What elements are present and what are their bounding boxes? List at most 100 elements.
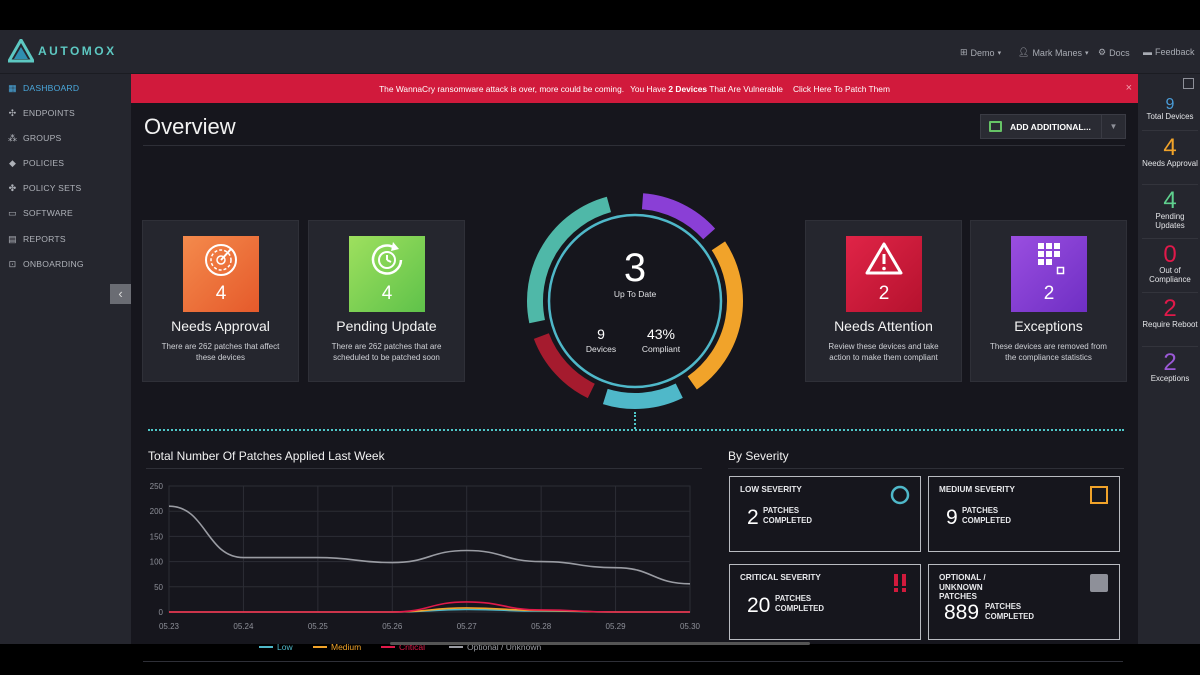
needs-attention-card[interactable]: 2 Needs Attention Review these devices a… <box>805 220 962 382</box>
legend-label[interactable]: Optional / Unknown <box>467 642 541 652</box>
medium-severity-card[interactable]: MEDIUM SEVERITY 9 PATCHES COMPLETED <box>928 476 1120 552</box>
section-divider <box>148 429 1124 431</box>
rail-total-devices[interactable]: 9 Total Devices <box>1142 96 1198 122</box>
patches-label: PATCHES <box>775 594 812 603</box>
exceptions-grid-icon <box>1038 243 1065 275</box>
needs-approval-card[interactable]: 4 Needs Approval There are 262 patches t… <box>142 220 299 382</box>
sidebar-item-onboarding[interactable]: ⊡ ONBOARDING <box>8 257 84 271</box>
app-window: AUTOMOX ⊞ Demo ▾ 👤︎ Mark Manes ▾ ⚙︎ Docs… <box>0 30 1200 662</box>
critical-severity-value: 20 <box>747 594 771 617</box>
sidebar-item-policy-sets[interactable]: ✤ POLICY SETS <box>8 181 82 195</box>
sidebar-item-reports[interactable]: ▤ REPORTS <box>8 232 66 246</box>
divider <box>143 661 1123 662</box>
low-severity-card[interactable]: LOW SEVERITY 2 PATCHES COMPLETED <box>729 476 921 552</box>
pending-update-tile: 4 <box>349 236 425 312</box>
add-additional-label: ADD ADDITIONAL... <box>1010 121 1091 132</box>
target-icon <box>205 244 237 276</box>
x-tick-label: 05.30 <box>680 622 701 631</box>
top-bar: AUTOMOX ⊞ Demo ▾ 👤︎ Mark Manes ▾ ⚙︎ Docs… <box>0 30 1200 74</box>
needs-approval-title: Needs Approval <box>171 318 270 334</box>
pending-update-card[interactable]: 4 Pending Update There are 262 patches t… <box>308 220 465 382</box>
donut-connector <box>634 412 636 429</box>
patches-completed-label: PATCHES COMPLETED <box>763 506 812 525</box>
rail-require-reboot[interactable]: 2 Require Reboot <box>1142 297 1198 330</box>
exceptions-title: Exceptions <box>1014 318 1083 334</box>
chat-icon: ▬ <box>1143 47 1152 57</box>
chevron-down-icon: ▾ <box>1084 49 1089 57</box>
org-switcher[interactable]: ⊞ Demo ▾ <box>960 47 1001 58</box>
optional-unknown-value: 889 <box>944 601 980 624</box>
medium-severity-value: 9 <box>946 506 958 529</box>
add-additional-button[interactable]: ADD ADDITIONAL... ▼ <box>980 114 1126 139</box>
rail-exceptions[interactable]: 2 Exceptions <box>1142 351 1198 384</box>
banner-patch-link[interactable]: Click Here To Patch Them <box>792 83 890 94</box>
docs-link[interactable]: ⚙︎ Docs <box>1098 47 1130 58</box>
series-line-critical[interactable] <box>169 601 690 613</box>
banner-device-count: 2 Devices <box>668 83 708 94</box>
needs-attention-count: 2 <box>878 283 890 304</box>
chevron-down-icon: ▾ <box>997 49 1002 57</box>
feedback-link[interactable]: ▬ Feedback <box>1143 47 1195 57</box>
banner-you-have: You Have <box>630 83 667 94</box>
needs-attention-desc: Review these devices and take action to … <box>828 342 939 362</box>
critical-severity-label: CRITICAL SEVERITY <box>740 573 821 582</box>
rail-value: 2 <box>1163 295 1177 322</box>
y-tick-label: 50 <box>154 583 163 592</box>
square-icon <box>1090 486 1108 504</box>
rail-out-of-compliance[interactable]: 0 Out of Compliance <box>1142 243 1198 284</box>
rail-label: Out of Compliance <box>1149 266 1191 284</box>
rail-value: 9 <box>1165 96 1175 113</box>
rail-toggle-icon[interactable] <box>1183 78 1194 89</box>
sidebar-item-groups[interactable]: ⁂ GROUPS <box>8 131 61 145</box>
series-line-optional-unknown[interactable] <box>168 505 691 585</box>
user-menu[interactable]: 👤︎ Mark Manes ▾ <box>1018 47 1088 58</box>
divider <box>728 468 1124 469</box>
sidebar-item-policies[interactable]: ◆ POLICIES <box>8 156 64 170</box>
donut-segment-teal[interactable] <box>527 196 612 324</box>
donut-segment-orange[interactable] <box>687 241 743 390</box>
collapse-sidebar-button[interactable]: ‹ <box>110 284 131 304</box>
x-tick-label: 05.29 <box>606 622 627 631</box>
automox-logo-icon[interactable] <box>8 39 34 63</box>
close-icon[interactable]: × <box>1125 82 1132 94</box>
patches-label: PATCHES <box>763 506 800 515</box>
endpoints-icon: ✣ <box>8 107 17 118</box>
rail-label: Require Reboot <box>1142 320 1198 329</box>
reports-icon: ▤ <box>8 233 17 244</box>
sidebar-item-dashboard[interactable]: ▦ DASHBOARD <box>8 81 79 95</box>
patches-label-line: PATCHES <box>939 592 977 601</box>
donut-segment-red[interactable] <box>533 333 595 399</box>
y-tick-label: 200 <box>150 507 164 516</box>
completed-label: COMPLETED <box>985 611 1034 621</box>
docs-label: Docs <box>1109 47 1130 58</box>
critical-severity-card[interactable]: CRITICAL SEVERITY 20 PATCHES COMPLETED <box>729 564 921 640</box>
y-tick-label: 100 <box>150 558 164 567</box>
legend-label[interactable]: Medium <box>331 642 361 652</box>
compliant-label: Compliant <box>642 344 681 354</box>
laptop-icon: ▭ <box>8 207 17 218</box>
donut-segment-purple[interactable] <box>641 193 716 240</box>
compliance-donut[interactable]: 3 Up To Date 9 Devices 43% Compliant <box>524 190 746 412</box>
chevron-down-icon[interactable]: ▼ <box>1101 115 1125 138</box>
optional-unknown-card[interactable]: OPTIONAL / UNKNOWN PATCHES 889 PATCHES COMP… <box>928 564 1120 640</box>
sidebar-item-software[interactable]: ▭ SOFTWARE <box>8 206 73 220</box>
exceptions-card[interactable]: 2 Exceptions These devices are removed f… <box>970 220 1127 382</box>
rail-label: Total Devices <box>1146 112 1194 121</box>
legend-label[interactable]: Critical <box>399 642 425 652</box>
y-tick-label: 150 <box>150 532 164 541</box>
rail-needs-approval[interactable]: 4 Needs Approval <box>1142 136 1198 169</box>
page-title: Overview <box>144 114 236 139</box>
sidebar-item-endpoints[interactable]: ✣ ENDPOINTS <box>8 106 75 120</box>
optional-label-line: OPTIONAL / <box>939 573 986 582</box>
severity-title: By Severity <box>728 449 789 463</box>
legend-label[interactable]: Low <box>277 642 293 652</box>
donut-segments <box>527 193 743 409</box>
rail-value: 4 <box>1163 134 1177 161</box>
horizontal-scrollbar[interactable] <box>390 642 810 645</box>
banner-vulnerable-text: You Have 2 Devices That Are Vulnerable <box>630 84 783 94</box>
rail-pending-updates[interactable]: 4 Pending Updates <box>1142 189 1198 230</box>
donut-segment-teal-bottom[interactable] <box>602 383 683 409</box>
x-tick-label: 05.28 <box>531 622 552 631</box>
devices-count: 9 <box>597 326 605 342</box>
completed-label: COMPLETED <box>775 603 824 613</box>
